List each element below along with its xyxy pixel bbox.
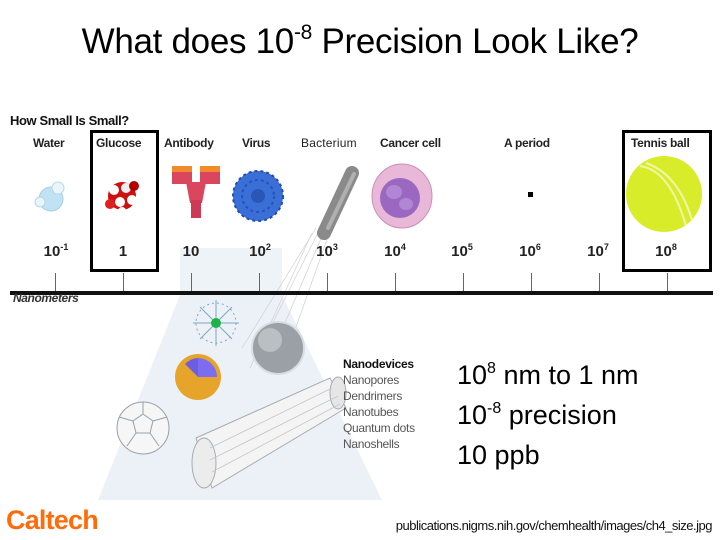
figure-illustrations	[34, 156, 702, 500]
label-water: Water	[33, 136, 65, 150]
glucose-molecule-icon	[105, 181, 139, 215]
tick-mark	[191, 273, 192, 291]
tick-mark	[395, 273, 396, 291]
list-item: Nanoshells	[343, 437, 400, 451]
tick-label: 103	[316, 242, 338, 261]
glucose-highlight-box	[90, 130, 159, 272]
summary-text: 108 nm to 1 nm 10-8 precision 10 ppb	[457, 355, 639, 475]
dendrimer-icon	[193, 300, 239, 346]
list-item: Nanopores	[343, 373, 400, 387]
zoom-cone	[98, 295, 382, 500]
tick-label: 104	[384, 242, 406, 261]
tick-label: 1	[118, 243, 128, 260]
tick-mark	[463, 273, 464, 291]
water-molecule-icon	[34, 181, 65, 212]
title-text: What does 10	[81, 22, 295, 61]
tick-mark	[327, 273, 328, 291]
tick-mark	[123, 273, 124, 291]
tennis-ball-highlight-box	[622, 130, 712, 272]
tick-label: 107	[587, 242, 609, 261]
tick-label: 105	[451, 242, 473, 261]
list-item: Dendrimers	[343, 389, 403, 403]
figure-heading: How Small Is Small?	[10, 113, 129, 128]
nanodevice-list: Nanodevices Nanopores Dendrimers Nanotub…	[343, 356, 415, 452]
label-tennis-ball: Tennis ball	[631, 136, 690, 150]
nanoshell-icon	[251, 321, 305, 375]
size-scale-figure: How Small Is Small? Water Glucose Antibo…	[10, 108, 713, 500]
title-text-end: Precision Look Like?	[312, 22, 639, 61]
list-item: Quantum dots	[343, 421, 415, 435]
tick-mark	[55, 273, 56, 291]
buckyball-icon	[116, 401, 170, 455]
tick-label: 10-1	[43, 242, 69, 261]
tennis-ball-icon	[626, 156, 702, 232]
image-credit: publications.nigms.nih.gov/chemhealth/im…	[395, 518, 713, 533]
quantum-dot-icon	[175, 354, 221, 400]
axis-label: Nanometers	[13, 291, 79, 305]
label-glucose: Glucose	[96, 136, 142, 150]
summary-line-precision: 10-8 precision	[457, 400, 617, 430]
summary-line-range: 108 nm to 1 nm	[457, 360, 639, 390]
tick-mark	[667, 273, 668, 291]
title-exponent: -8	[293, 21, 313, 44]
antibody-icon	[172, 166, 220, 218]
tick-label: 108	[655, 242, 677, 261]
tick-mark	[531, 273, 532, 291]
period-dot-icon	[528, 192, 533, 197]
summary-line-ppb: 10 ppb	[457, 440, 540, 470]
bacterium-icon	[317, 166, 359, 240]
scale-axis	[10, 291, 713, 295]
label-period: A period	[504, 136, 550, 150]
tick-label: 106	[519, 242, 541, 261]
tick-mark	[259, 273, 260, 291]
tick-mark	[599, 273, 600, 291]
list-item: Nanotubes	[343, 405, 399, 419]
caltech-logo: Caltech	[6, 505, 99, 535]
label-bacterium: Bacterium	[301, 136, 357, 150]
nanodevice-list-heading: Nanodevices	[343, 357, 414, 371]
slide-title: What does 10-8 Precision Look Like?	[0, 22, 720, 62]
label-virus: Virus	[242, 136, 271, 150]
cancer-cell-icon	[371, 163, 433, 229]
virus-icon	[232, 170, 284, 222]
label-cancer-cell: Cancer cell	[380, 136, 441, 150]
tick-label: 102	[249, 242, 271, 261]
tick-label: 10	[182, 243, 200, 260]
label-antibody: Antibody	[164, 136, 214, 150]
nanotube-icon	[191, 376, 347, 489]
